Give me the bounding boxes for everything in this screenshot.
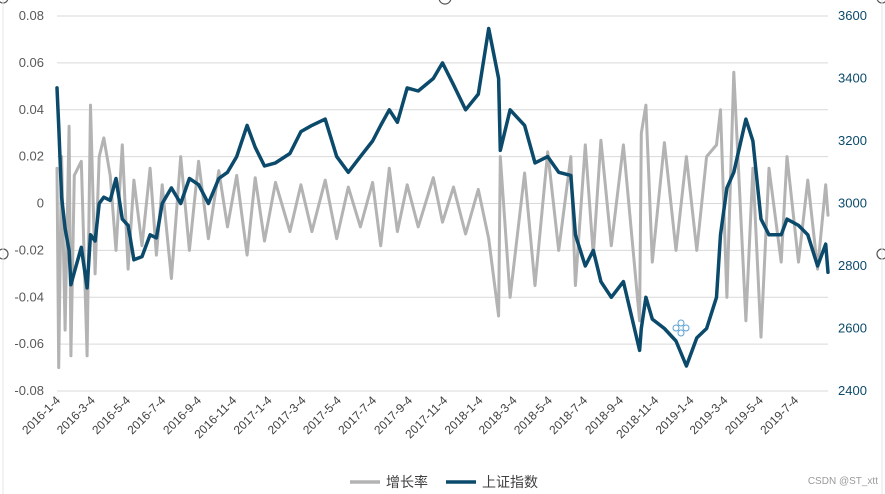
- left-resize-handle-icon[interactable]: [0, 248, 9, 260]
- right-axis-tick-label: 3400: [838, 71, 867, 86]
- left-axis-tick-label: -0.08: [14, 383, 44, 398]
- x-axis-tick-label: 2018-7-4: [546, 393, 590, 437]
- series-layer: [55, 26, 830, 370]
- x-axis-tick-label: 2016-7-4: [124, 393, 168, 437]
- x-axis-tick-label: 2019-7-4: [757, 393, 801, 437]
- x-axis-tick-label: 2017-7-4: [335, 393, 379, 437]
- x-axis-ticks: 2016-1-42016-3-42016-5-42016-7-42016-9-4…: [19, 393, 801, 441]
- left-axis-tick-label: -0.06: [14, 336, 44, 351]
- left-axis-ticks: 0.08 0.06 0.04 0.02 0 -0.02 -0.04 -0.06 -0.08: [14, 8, 44, 398]
- series-line-growth-rate[interactable]: [55, 70, 830, 370]
- left-axis-tick-label: 0.02: [19, 149, 44, 164]
- data-point-marker[interactable]: [672, 319, 690, 337]
- legend-label-index: 上证指数: [482, 474, 538, 490]
- legend: 增长率 上证指数: [350, 474, 538, 490]
- right-axis-tick-label: 3200: [838, 133, 867, 148]
- right-axis-tick-label: 2400: [838, 383, 867, 398]
- gridlines: [57, 15, 828, 392]
- top-right-resize-handle-icon[interactable]: [876, 0, 885, 4]
- left-axis-tick-label: 0.06: [19, 55, 44, 70]
- left-axis-tick-label: 0: [37, 196, 44, 211]
- left-axis-tick-label: 0.08: [19, 8, 44, 23]
- watermark: CSDN @ST_xtt: [808, 476, 878, 487]
- legend-label-growth: 增长率: [386, 474, 428, 490]
- left-axis-tick-label: 0.04: [19, 102, 44, 117]
- right-axis-tick-label: 2800: [838, 258, 867, 273]
- right-axis-tick-label: 2600: [838, 321, 867, 336]
- right-resize-handle-icon[interactable]: [876, 248, 885, 260]
- top-resize-handle-icon[interactable]: [438, 0, 452, 5]
- series-line-index[interactable]: [55, 26, 830, 368]
- right-axis-tick-label: 3000: [838, 196, 867, 211]
- left-axis-tick-label: -0.04: [14, 289, 44, 304]
- top-left-resize-handle-icon[interactable]: [0, 0, 9, 4]
- right-axis-tick-label: 3600: [838, 8, 867, 23]
- left-axis-tick-label: -0.02: [14, 242, 44, 257]
- right-axis-ticks: 3600 3400 3200 3000 2800 2600 2400: [838, 8, 867, 398]
